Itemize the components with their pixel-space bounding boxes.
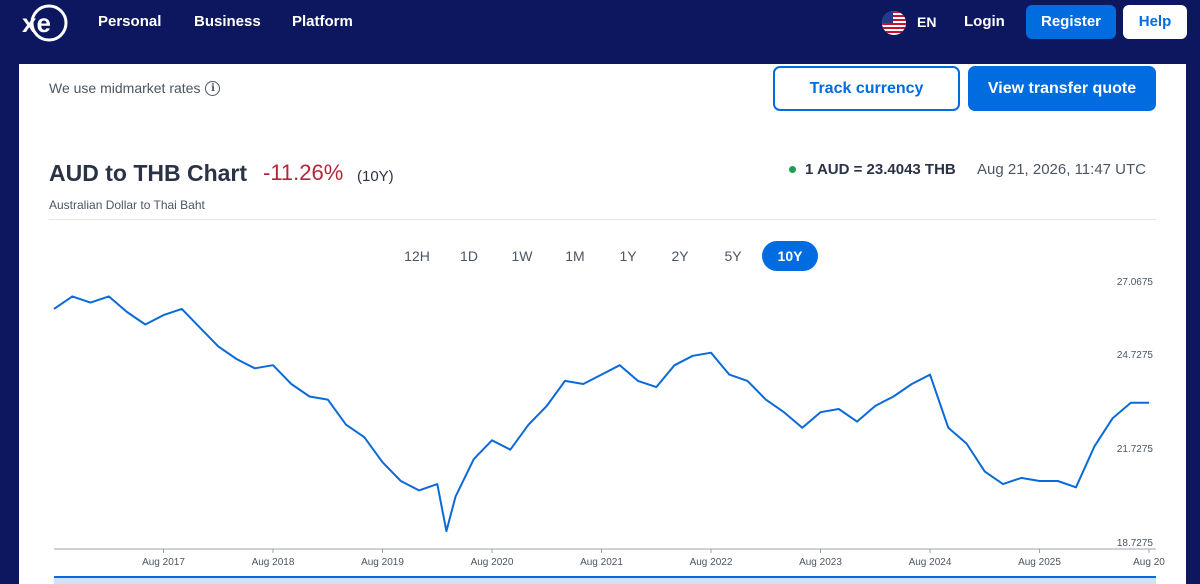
x-tick-label: Aug 2022 bbox=[690, 557, 733, 568]
chart-title: AUD to THB Chart bbox=[49, 160, 248, 186]
divider bbox=[49, 219, 1156, 220]
nav-personal[interactable]: Personal bbox=[98, 13, 162, 30]
x-tick-label: Aug 2019 bbox=[361, 557, 404, 568]
range-tab-10y[interactable]: 10Y bbox=[762, 241, 818, 271]
range-tab-1m[interactable]: 1M bbox=[565, 248, 585, 264]
nav-platform[interactable]: Platform bbox=[292, 13, 353, 30]
nav-business[interactable]: Business bbox=[194, 13, 261, 30]
info-icon[interactable]: i bbox=[205, 80, 221, 96]
y-tick-label: 21.7275 bbox=[1117, 444, 1154, 455]
svg-text:xe: xe bbox=[22, 8, 51, 38]
chart-change-percent: -11.26% bbox=[263, 160, 344, 185]
rate-series-line[interactable] bbox=[53, 295, 1149, 533]
x-tick-label: Aug 2020 bbox=[471, 557, 514, 568]
range-tab-12h[interactable]: 12H bbox=[404, 248, 430, 264]
x-tick-label: Aug 2025 bbox=[1018, 557, 1061, 568]
live-indicator-icon bbox=[789, 166, 796, 173]
help-button[interactable]: Help bbox=[1123, 5, 1187, 39]
x-tick-label: Aug 2024 bbox=[909, 557, 952, 568]
language-selector[interactable]: EN bbox=[917, 14, 937, 30]
login-link[interactable]: Login bbox=[964, 13, 1005, 30]
midmarket-notice: We use midmarket rates i bbox=[49, 80, 221, 96]
range-tab-1y[interactable]: 1Y bbox=[619, 248, 637, 264]
current-rate: 1 AUD = 23.4043 THB bbox=[805, 161, 956, 178]
x-tick-label: Aug 2021 bbox=[580, 557, 623, 568]
track-currency-button[interactable]: Track currency bbox=[773, 66, 960, 111]
x-tick-label: Aug 20 bbox=[1133, 557, 1165, 568]
view-transfer-quote-button[interactable]: View transfer quote bbox=[968, 66, 1156, 111]
xe-logo[interactable]: xe bbox=[18, 4, 68, 42]
chart-range-scrubber[interactable] bbox=[54, 576, 1156, 584]
rate-timestamp: Aug 21, 2026, 11:47 UTC bbox=[977, 161, 1146, 178]
midmarket-text: We use midmarket rates bbox=[49, 80, 201, 96]
chart-card: We use midmarket rates i Track currency … bbox=[19, 64, 1186, 584]
range-tab-1d[interactable]: 1D bbox=[460, 248, 478, 264]
x-tick-label: Aug 2023 bbox=[799, 557, 842, 568]
x-tick-label: Aug 2017 bbox=[142, 557, 185, 568]
y-tick-label: 18.7275 bbox=[1117, 538, 1154, 549]
range-tab-2y[interactable]: 2Y bbox=[671, 248, 689, 264]
y-tick-label: 27.0675 bbox=[1117, 277, 1154, 288]
chart-subtitle: Australian Dollar to Thai Baht bbox=[49, 198, 205, 212]
us-flag-icon[interactable] bbox=[882, 11, 906, 35]
y-tick-label: 24.7275 bbox=[1117, 350, 1154, 361]
range-tab-5y[interactable]: 5Y bbox=[724, 248, 742, 264]
range-tab-1w[interactable]: 1W bbox=[511, 248, 533, 264]
rate-line-chart[interactable]: 27.0675 24.7275 21.7275 18.7275 Aug 2017 Aug … bbox=[19, 274, 1186, 574]
top-navigation: xe Personal Business Platform EN Login R… bbox=[0, 0, 1200, 64]
chart-period: (10Y) bbox=[357, 168, 394, 185]
x-tick-label: Aug 2018 bbox=[252, 557, 295, 568]
register-button[interactable]: Register bbox=[1026, 5, 1116, 39]
